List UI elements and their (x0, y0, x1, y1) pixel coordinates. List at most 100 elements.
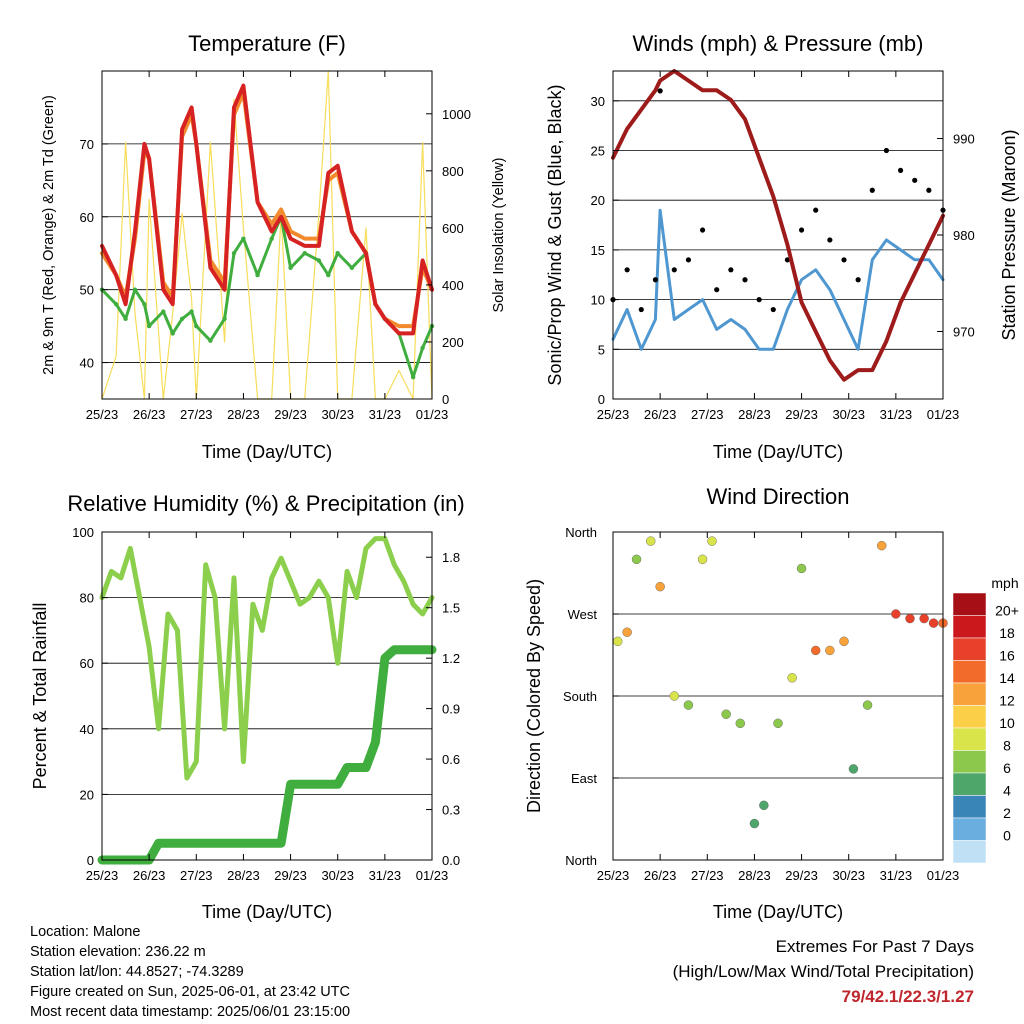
x-tick-label: 25/23 (86, 868, 119, 883)
x-tick-label: 28/23 (738, 407, 771, 422)
y-tick-label: 30 (591, 94, 605, 109)
y-tick-label-right: 800 (442, 164, 464, 179)
wind-gust-point (841, 257, 847, 263)
wind-gust-point (671, 267, 677, 273)
y-tick-label: West (568, 607, 598, 622)
y-tick-label-right: 0.0 (442, 853, 460, 868)
x-tick-label: 31/23 (369, 407, 402, 422)
x-tick-label: 29/23 (274, 407, 307, 422)
x-tick-label: 01/23 (927, 868, 960, 883)
dewpoint-point (335, 251, 340, 256)
direction-point (683, 700, 694, 710)
y-tick-label-right: 0.3 (442, 803, 460, 818)
legend-swatch (952, 817, 987, 841)
pressure-line (611, 69, 945, 382)
dewpoint-point (316, 258, 322, 263)
y-tick-label-right: 970 (953, 324, 975, 339)
dewpoint-point (255, 272, 260, 278)
y-tick-label-right: 0 (442, 392, 449, 407)
wind-gust-point (699, 227, 706, 233)
dewpoint-point (179, 316, 185, 322)
legend-swatch (952, 795, 987, 819)
data-timestamp: Most recent data timestamp: 2025/06/01 2… (30, 1004, 351, 1020)
legend-swatch (952, 750, 987, 774)
x-tick-label: 30/23 (321, 868, 354, 883)
station-location: Location: Malone (30, 924, 141, 940)
direction-point (839, 636, 849, 647)
station-latlon: Station lat/lon: 44.8527; -74.3289 (30, 964, 244, 980)
station-elevation: Station elevation: 236.22 m (30, 944, 206, 960)
direction-point (891, 609, 901, 619)
winds-panel: Winds (mph) & Pressure (mb) 25/23 26/23 27… (545, 31, 1019, 462)
y-tick-label-right: 980 (953, 228, 975, 243)
direction-point (735, 718, 745, 729)
x-tick-label: 27/23 (691, 868, 724, 883)
y-tick-label: 80 (80, 591, 94, 606)
winds-right-axis-label: Station Pressure (Maroon) (999, 129, 1019, 340)
direction-point (905, 613, 915, 624)
y-tick-label: 0 (87, 853, 94, 868)
dewpoint-point (189, 309, 194, 314)
x-tick-label: 29/23 (785, 407, 818, 422)
wind-gust-point (770, 306, 776, 313)
wind-gust-point (638, 306, 644, 313)
y-tick-label: North (565, 853, 597, 868)
y-tick-label-right: 1000 (442, 107, 471, 122)
y-tick-label-right: 0.6 (442, 752, 460, 767)
speed-legend-title: mph (991, 575, 1018, 591)
legend-label: 14 (999, 670, 1015, 686)
dewpoint-point (142, 302, 147, 307)
y-tick-label-right: 990 (953, 132, 975, 147)
wind-gust-point (657, 88, 663, 94)
extremes-subtitle: (High/Low/Max Wind/Total Precipitation) (672, 962, 974, 981)
direction-point (848, 764, 859, 774)
dewpoint-point (161, 309, 166, 314)
direction-point (622, 627, 632, 637)
direction-point (697, 554, 708, 565)
wind-gust-point (685, 257, 692, 263)
y-tick-label: 60 (80, 210, 94, 225)
wind-gust-point (926, 187, 932, 193)
direction-point (721, 709, 731, 719)
legend-swatch (952, 592, 987, 616)
winds-left-axis-label: Sonic/Prop Wind & Gust (Blue, Black) (545, 84, 565, 385)
wind-gust-point (624, 267, 630, 273)
winds-x-axis-label: Time (Day/UTC) (713, 442, 843, 462)
dewpoint-point (113, 302, 119, 307)
direction-point (877, 540, 887, 551)
x-tick-label: 25/23 (597, 868, 630, 883)
direction-point (862, 700, 873, 710)
direction-title: Wind Direction (706, 484, 849, 509)
legend-label: 16 (999, 648, 1015, 664)
direction-point (631, 554, 642, 565)
x-tick-label: 30/23 (832, 868, 865, 883)
extremes-title: Extremes For Past 7 Days (775, 937, 974, 956)
x-tick-label: 30/23 (321, 407, 354, 422)
dewpoint-point (208, 338, 213, 343)
speed-legend: 20+ 18 16 14 12 10 8 6 4 2 0 (952, 592, 1019, 864)
direction-x-axis-label: Time (Day/UTC) (713, 902, 843, 922)
humidity-plot-frame (101, 531, 433, 861)
x-tick-label: 28/23 (738, 868, 771, 883)
legend-label: 2 (1003, 805, 1011, 821)
x-tick-label: 29/23 (274, 868, 307, 883)
direction-panel: Wind Direction 25/23 26/23 27/23 28/23 29/23… (524, 484, 1019, 922)
dewpoint-point (420, 345, 425, 351)
legend-swatch (952, 682, 987, 706)
extremes-values: 79/42.1/22.3/1.27 (841, 987, 974, 1006)
y-tick-label: 20 (591, 193, 605, 208)
dewpoint-point (146, 323, 152, 329)
temperature-panel: Temperature (F) 25/23 26/23 27/23 28/23 29/2… (41, 31, 507, 462)
y-tick-label: 5 (598, 342, 605, 357)
direction-point (811, 645, 821, 656)
y-tick-label: 40 (80, 356, 94, 371)
x-tick-label: 26/23 (133, 407, 166, 422)
x-tick-label: 31/23 (880, 407, 913, 422)
direction-point (707, 536, 717, 546)
x-tick-label: 25/23 (86, 407, 119, 422)
y-tick-label: 15 (591, 243, 605, 258)
dewpoint-point (349, 265, 355, 270)
legend-label: 6 (1003, 760, 1011, 776)
extremes-box: Extremes For Past 7 Days (High/Low/Max W… (673, 934, 974, 1009)
